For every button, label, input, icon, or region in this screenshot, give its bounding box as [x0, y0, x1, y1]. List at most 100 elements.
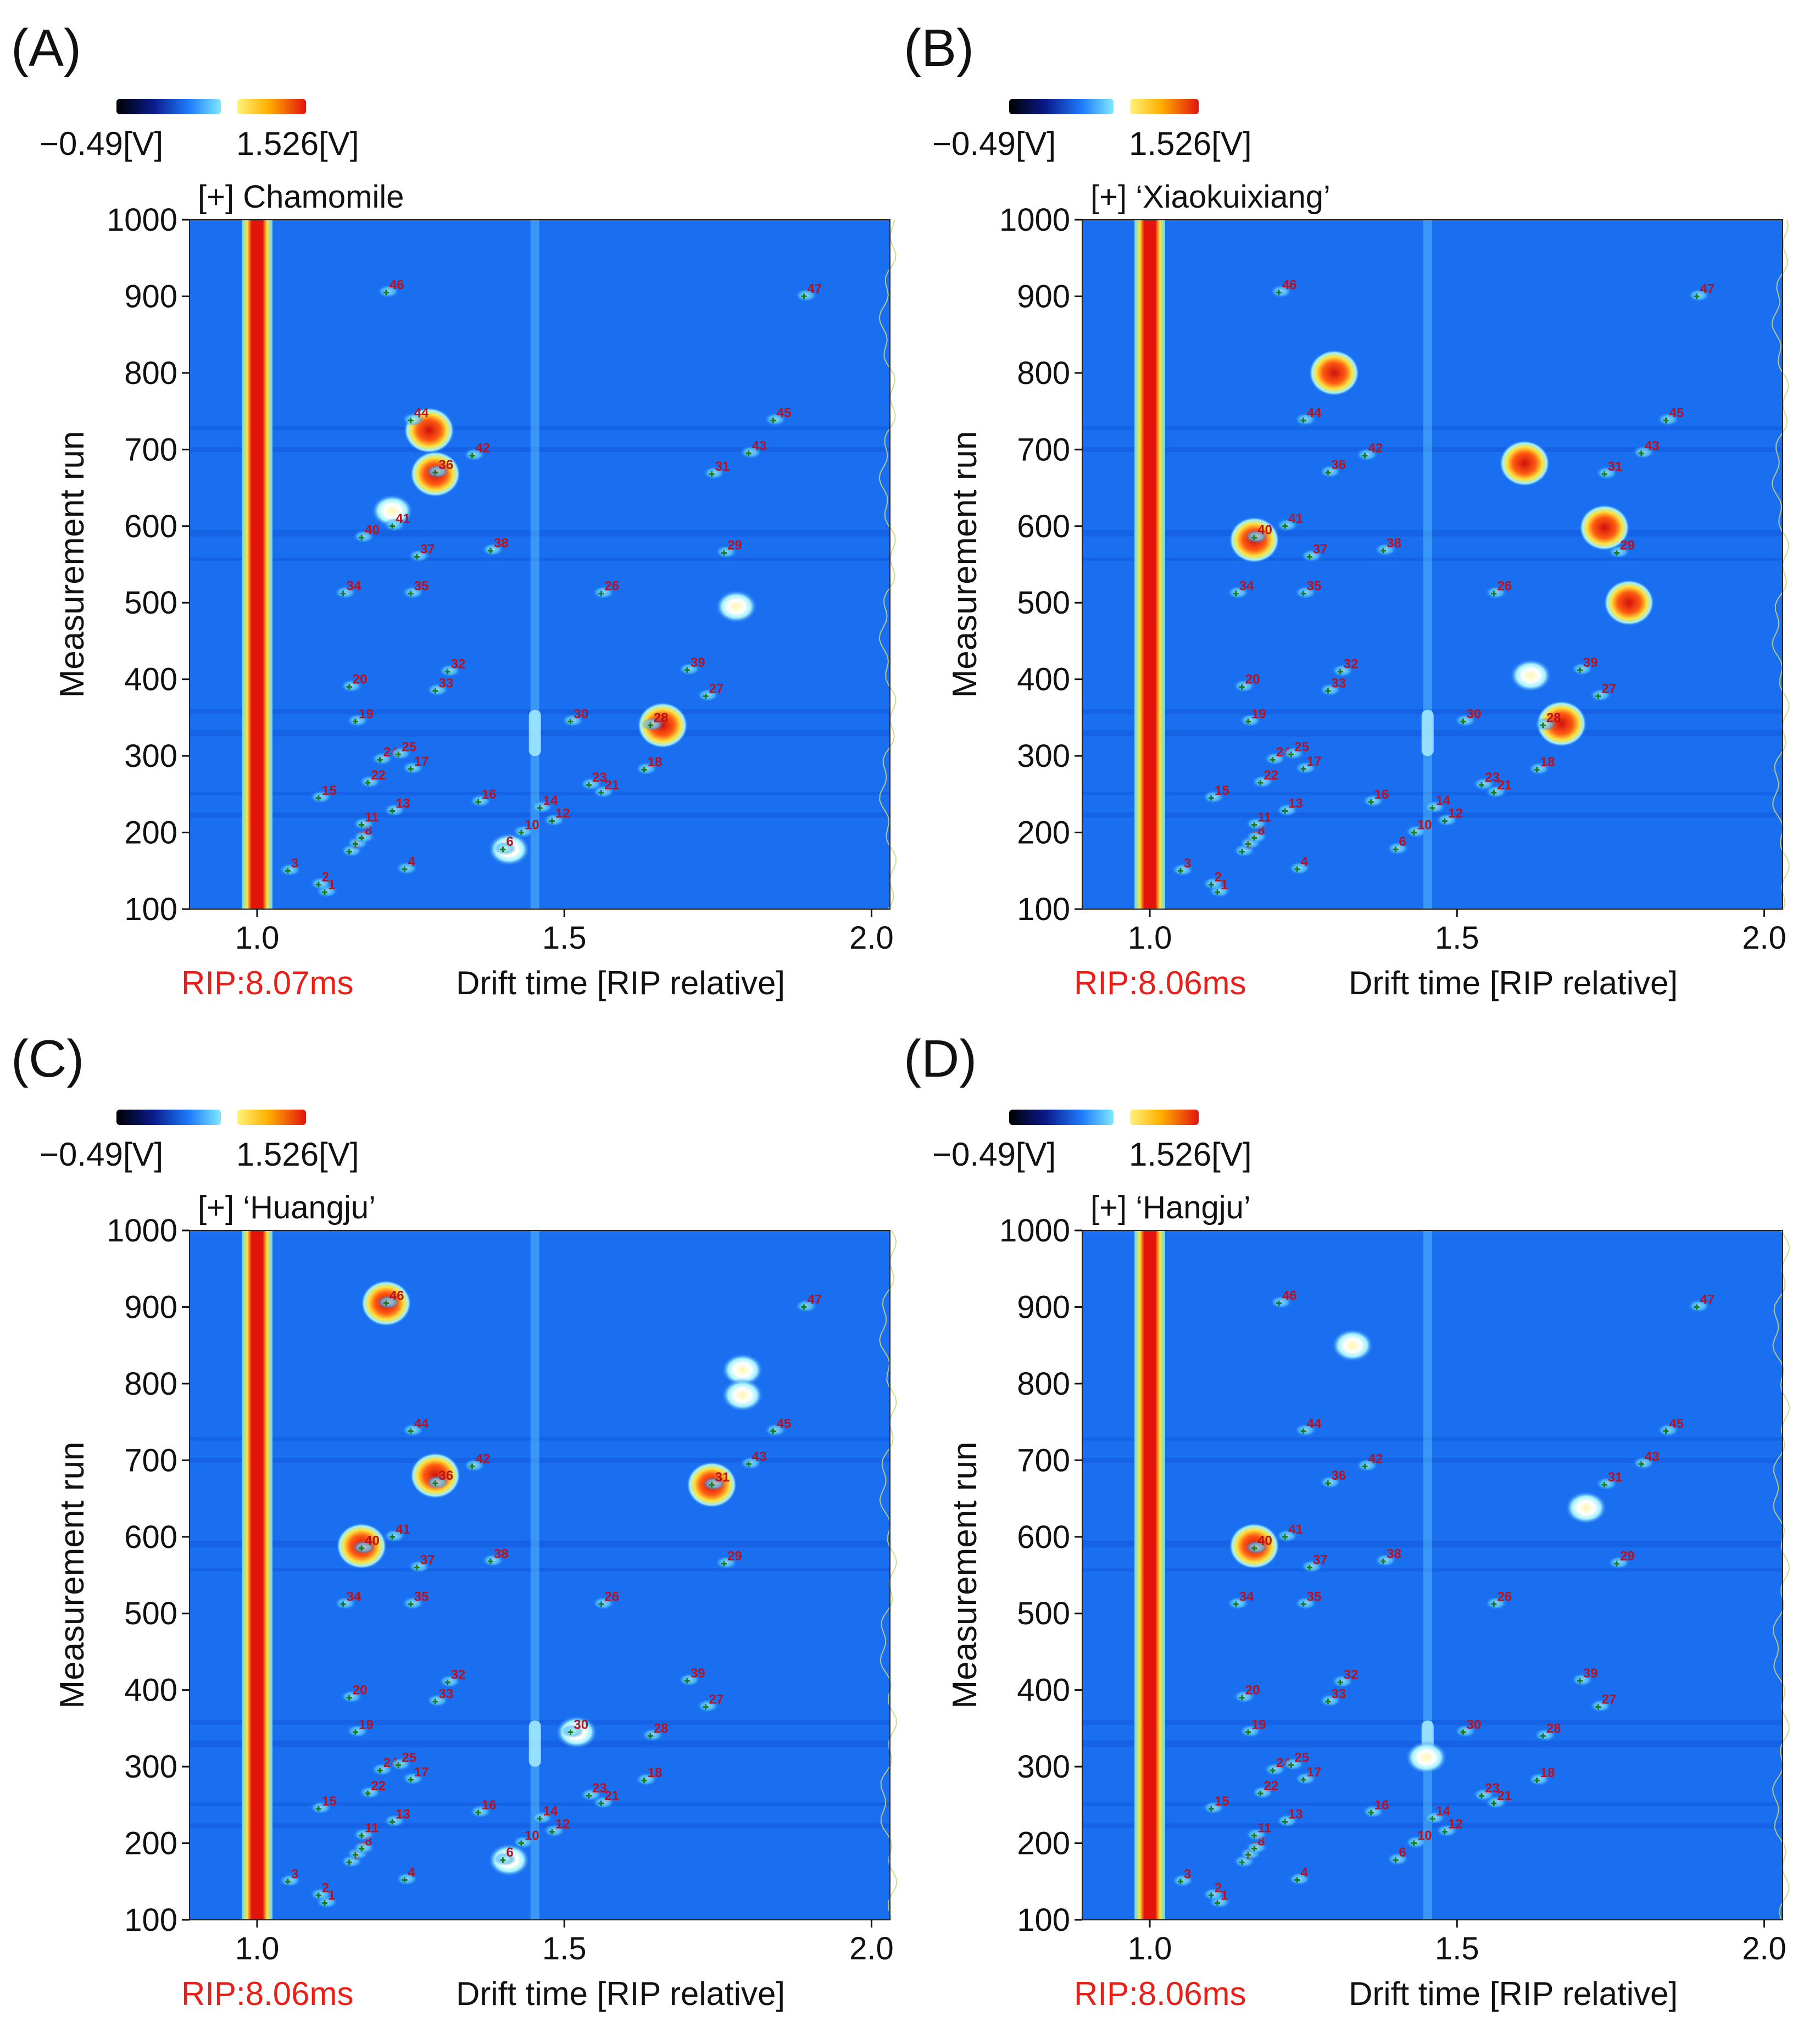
peak-marker [1300, 591, 1306, 597]
peak-glow [482, 543, 504, 556]
x-axis-label: Drift time [RIP relative] [456, 965, 785, 1001]
peak-marker [1601, 1481, 1607, 1488]
peak-marker [1306, 554, 1312, 560]
peak-glow [359, 1785, 381, 1799]
peak-label: 31 [1608, 459, 1623, 474]
peak-label: 18 [1540, 1765, 1555, 1780]
peak-glow [1387, 1852, 1409, 1866]
peak-label: 43 [752, 1449, 767, 1464]
peak-glow [346, 714, 369, 727]
hotspot [1405, 1741, 1448, 1774]
panel-label: (D) [904, 1029, 977, 1088]
peak-label: 36 [1331, 1468, 1346, 1483]
colorbar-low [116, 1110, 221, 1125]
peak-marker [1270, 757, 1276, 763]
panel-title: [+] ‘Huangju’ [198, 1190, 376, 1226]
peak-label: 6 [506, 834, 513, 849]
peak-label: 14 [1436, 793, 1451, 808]
peak-glow [1362, 1804, 1384, 1818]
peak-label: 36 [438, 458, 453, 472]
peak-marker [586, 782, 592, 788]
peak-marker [500, 1857, 506, 1863]
peak-label: 15 [322, 1794, 337, 1809]
peak-glow [764, 413, 787, 426]
y-tick-label: 600 [124, 509, 177, 544]
peak-marker [1441, 1829, 1448, 1835]
peak-label: 41 [396, 1522, 410, 1537]
peak-marker [586, 1793, 592, 1799]
peak-glow [1319, 683, 1342, 697]
colorbar-low [1009, 1110, 1114, 1125]
peak-marker [340, 591, 346, 597]
peak-glow [334, 586, 357, 599]
peak-glow [512, 825, 535, 838]
peak-marker [1239, 684, 1245, 690]
peak-label: 42 [475, 441, 490, 455]
peak-label: 45 [777, 405, 792, 420]
peak-marker [1251, 835, 1257, 841]
peak-label: 19 [1251, 1717, 1266, 1732]
peak-label: 26 [604, 578, 619, 593]
peak-label: 27 [709, 1692, 723, 1707]
peak-marker [1245, 1729, 1251, 1735]
hotspot [1510, 659, 1552, 692]
peak-glow [371, 752, 393, 766]
peak-marker [1288, 1762, 1294, 1768]
hotspot [1579, 504, 1630, 551]
peak-label: 4 [408, 854, 415, 869]
peak-marker [1282, 1819, 1288, 1825]
peak-label: 38 [494, 1546, 509, 1561]
peak-label: 14 [543, 1804, 558, 1819]
peak-marker [1251, 1832, 1257, 1839]
y-tick-label: 300 [124, 1749, 177, 1785]
peak-glow [353, 1841, 375, 1854]
peak-marker [408, 1776, 414, 1783]
peak-marker [383, 289, 389, 296]
peak-marker [500, 846, 506, 853]
peak-glow [309, 790, 332, 804]
peak-marker [383, 1300, 389, 1306]
x-tick-label: 2.0 [849, 1931, 894, 1967]
peak-label: 27 [1601, 681, 1616, 696]
peak-marker [1270, 1768, 1276, 1774]
peak-label: 28 [1546, 710, 1561, 725]
peak-label: 32 [451, 1668, 466, 1683]
peak-glow [1454, 714, 1477, 727]
y-tick-label: 300 [124, 738, 177, 774]
peak-label: 35 [1307, 578, 1322, 593]
peak-marker [1460, 718, 1466, 725]
peak-glow [1608, 545, 1630, 559]
peak-glow [494, 842, 516, 855]
peak-marker [315, 882, 321, 888]
background-band [190, 530, 890, 537]
peak-glow [1245, 830, 1268, 844]
peak-marker [641, 1778, 647, 1784]
peak-glow [1374, 1553, 1397, 1567]
panel-label: (A) [11, 19, 81, 77]
peak-marker [315, 1806, 321, 1812]
panel-label: (B) [904, 19, 974, 77]
peak-label: 26 [604, 1589, 619, 1604]
peak-label: 12 [1448, 1817, 1463, 1832]
x-tick-label: 1.5 [542, 1931, 587, 1967]
background-band [1082, 1802, 1783, 1806]
peak-label: 2 [1215, 1880, 1222, 1895]
background-band [190, 792, 890, 795]
peak-glow [438, 664, 461, 677]
peak-label: 26 [1497, 578, 1512, 593]
peak-glow [1288, 1872, 1311, 1886]
plot-background [1082, 220, 1783, 909]
peak-marker [1276, 1300, 1282, 1306]
peak-marker [1393, 1857, 1399, 1863]
peak-marker [1429, 805, 1435, 811]
peak-marker [1251, 534, 1257, 541]
peak-label: 6 [1399, 834, 1406, 849]
peak-glow [580, 1788, 602, 1802]
peak-marker [1251, 1846, 1257, 1852]
peak-marker [1540, 722, 1546, 728]
peak-glow [389, 1757, 412, 1771]
peak-label: 17 [414, 1765, 429, 1780]
peak-label: 19 [359, 706, 374, 721]
peak-glow [1171, 863, 1194, 877]
